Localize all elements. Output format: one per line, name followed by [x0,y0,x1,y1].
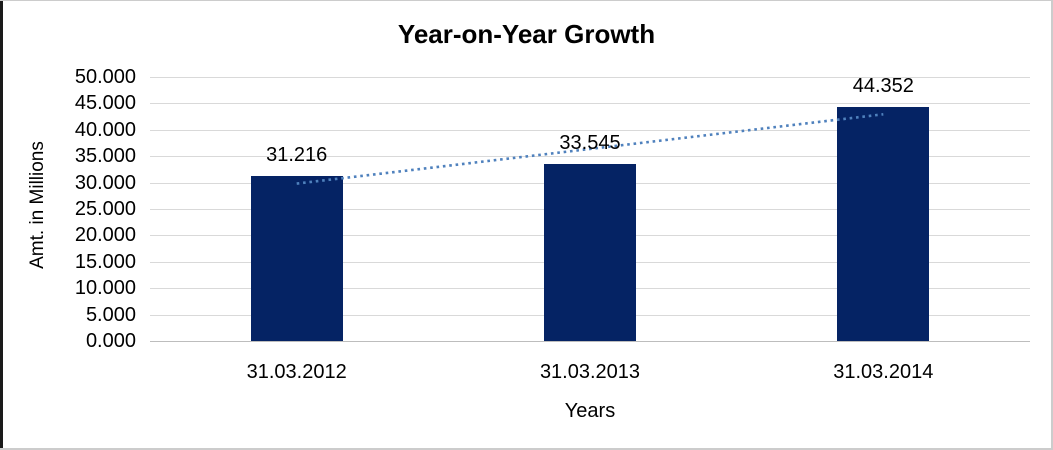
y-tick-label: 15.000 [74,250,136,273]
window-border-right [1051,0,1053,450]
x-axis-line [150,341,1030,342]
bar-value-label: 44.352 [852,74,914,97]
y-tick-label: 30.000 [74,171,136,194]
bar [250,176,343,341]
bar [837,106,930,341]
y-tick-label: 25.000 [74,198,136,220]
y-tick-label: 50.000 [74,66,136,88]
y-tick-label: 0.000 [85,330,136,352]
y-axis-title: Amt. in Millions [27,141,48,269]
window-border-left [0,0,3,450]
gridline [150,103,1030,105]
window-border-top [0,0,1053,1]
x-tick-label: 31.03.2012 [246,361,347,383]
gridline [150,77,1030,78]
bar-value-label: 33.545 [559,131,621,154]
y-tick-label: 5.000 [85,303,136,326]
x-tick-label: 31.03.2014 [833,361,934,383]
chart-title: Year-on-Year Growth [397,19,656,49]
y-tick-label: 10.000 [74,277,136,300]
bar-value-label: 31.216 [266,144,328,167]
x-tick-label: 31.03.2013 [539,361,641,383]
y-tick-label: 35.000 [74,145,136,168]
x-axis-title: Years [564,400,616,422]
bar [544,163,636,341]
window-border-bottom [0,448,1053,450]
y-tick-label: 40.000 [74,118,136,141]
y-tick-label: 20.000 [74,224,136,247]
y-tick-label: 45.000 [74,92,136,115]
